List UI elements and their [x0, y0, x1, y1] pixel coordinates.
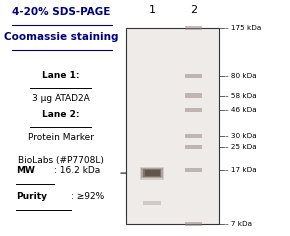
Point	[208, 140, 212, 143]
Point	[204, 101, 208, 103]
Point	[44, 66, 47, 68]
Text: 2: 2	[190, 5, 197, 15]
Text: 4-20% SDS-PAGE: 4-20% SDS-PAGE	[12, 7, 110, 17]
Point	[204, 140, 208, 143]
Point	[121, 66, 124, 68]
Point	[47, 168, 50, 171]
Point	[208, 49, 212, 51]
Text: – 58 kDa: – 58 kDa	[225, 93, 257, 98]
Text: Purity: Purity	[16, 192, 47, 201]
Text: Lane 2:: Lane 2:	[42, 110, 80, 119]
Point	[47, 188, 50, 191]
Point	[204, 200, 208, 202]
Text: Coomassie staining: Coomassie staining	[4, 32, 118, 42]
Point	[208, 101, 212, 103]
Text: : 16.2 kDa: : 16.2 kDa	[54, 166, 100, 175]
Text: – 7 kDa: – 7 kDa	[225, 221, 252, 227]
Point	[204, 131, 208, 134]
Text: – 175 kDa: – 175 kDa	[225, 25, 262, 31]
Point	[58, 94, 61, 97]
Point	[208, 111, 212, 114]
Point	[44, 46, 47, 49]
Text: – 80 kDa: – 80 kDa	[225, 73, 257, 79]
Point	[204, 49, 208, 51]
Point	[208, 131, 212, 134]
Point	[76, 168, 79, 171]
Point	[208, 85, 212, 88]
Point	[204, 111, 208, 114]
Point	[204, 85, 208, 88]
Text: MW: MW	[16, 166, 35, 175]
Point	[90, 188, 93, 191]
Point	[105, 124, 109, 127]
Text: 3 μg ATAD2A: 3 μg ATAD2A	[32, 94, 90, 103]
Text: 1: 1	[149, 5, 156, 15]
Text: Lane 1:: Lane 1:	[42, 71, 80, 80]
Text: – 17 kDa: – 17 kDa	[225, 167, 257, 173]
Point	[105, 94, 109, 97]
Point	[208, 158, 212, 161]
Point	[208, 200, 212, 202]
Text: : ≥92%: : ≥92%	[71, 192, 104, 201]
Point	[58, 124, 61, 127]
Text: – 30 kDa: – 30 kDa	[225, 133, 257, 139]
Text: Protein Marker: Protein Marker	[28, 133, 94, 142]
Point	[204, 158, 208, 161]
Point	[121, 46, 124, 49]
Text: BioLabs (#P7708L): BioLabs (#P7708L)	[18, 156, 104, 165]
Text: – 25 kDa: – 25 kDa	[225, 144, 257, 150]
Text: – 46 kDa: – 46 kDa	[225, 107, 257, 113]
